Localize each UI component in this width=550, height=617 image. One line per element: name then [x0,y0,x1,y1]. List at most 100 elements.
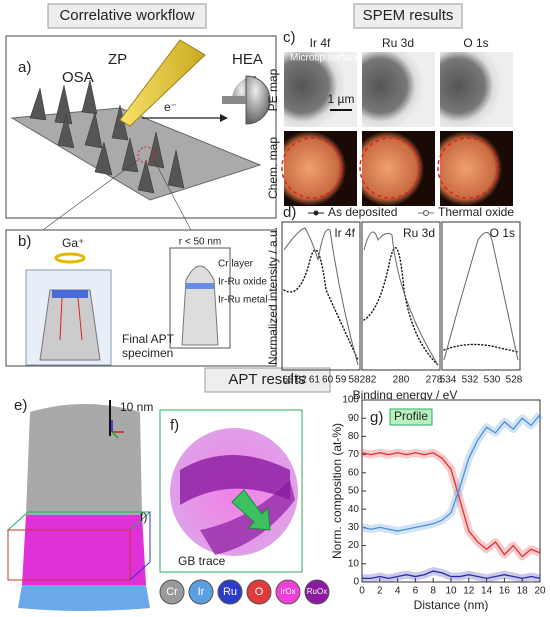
x-tick-label: 6 [413,586,419,597]
spectrum-frame [441,221,521,371]
y-tick-label: 0 [353,577,359,588]
panel-label: f) [170,417,179,434]
x-tick-label: 59 [335,375,347,386]
x-tick-label: 60 [322,375,334,386]
spectrum-curve [363,247,439,366]
legend-label: IrOx [280,587,295,596]
x-tick-label: 63 [282,375,294,386]
label: e⁻ [164,100,177,114]
x-tick-label: 8 [430,586,436,597]
panel-label: c) [283,29,296,46]
panel-label: g) [370,409,383,426]
legend-marker [313,210,319,216]
label: ZP [108,51,127,68]
ion-beam [54,252,86,264]
chem-maps [281,131,513,206]
spectrum-name: O 1s [490,226,515,240]
legend-swatch [159,579,185,605]
y-tick-label: 40 [348,504,360,515]
y-tick-label: 60 [348,467,360,478]
x-tick-label: 61 [309,375,321,386]
x-tick-label: 10 [445,586,457,597]
reconstruction-cr [26,404,142,515]
series-line [362,570,541,580]
x-tick-label: 280 [393,375,410,386]
x-tick-label: 18 [517,586,529,597]
header-box [204,367,331,393]
y-tick-label: 70 [348,449,360,460]
panel-label: a) [18,59,31,76]
analyzer-lens [222,96,246,104]
spectra: Ir 4f 63 62 61 60 59 58 Ru 3d 282 280 278 O 1s 534 53… [281,221,523,386]
y-tick-label: 30 [348,522,360,533]
header-box [47,3,207,29]
gb-arrow [231,489,271,531]
legend: Cr Ir Ru O IrOx RuOx [159,579,330,605]
ruox-band [200,480,295,555]
series-line [361,452,541,558]
legend-label: Cr [166,586,178,598]
legend-label: Thermal oxide [438,205,514,219]
header-box [353,3,463,29]
axis-label: Binding energy / eV [353,388,458,402]
x-tick-label: 2 [377,586,383,597]
x-tick-label: 12 [463,586,475,597]
label: Ir-Ru metal [218,295,267,306]
legend-label: As deposited [328,205,397,219]
series-line [361,414,541,532]
panel-label: b) [18,233,31,250]
label: HEA [232,51,263,68]
spectrum-frame [361,221,441,371]
legend-swatch [304,579,330,605]
y-tick-label: 100 [342,395,359,406]
x-tick-label: 16 [499,586,511,597]
label: Cr layer [218,259,254,270]
chart: 0 10 20 30 40 50 60 70 80 90 100 0 2 4 6 8 10 12 14 16 18 20 D… [330,395,546,613]
x-tick-label: 278 [426,375,443,386]
x-tick-label: 530 [484,375,501,386]
specimen [39,289,101,361]
x-tick-label: 534 [440,375,457,386]
tip [181,265,219,346]
x-tick-label: 4 [395,586,401,597]
label: specimen [122,346,173,360]
panel-label: d) [283,204,296,221]
slice-box [7,529,131,581]
row-label: Chem. map [266,137,280,199]
oxide-layer [52,290,88,298]
header: Correlative workflow [59,7,194,24]
label: Ir-Ru oxide [218,277,267,288]
label: Ga⁺ [62,236,84,250]
y-tick-label: 90 [348,413,360,424]
column-label: Ru 3d [382,36,414,50]
ruox-band [180,455,290,505]
zoom-line [39,159,139,233]
spectrum-name: Ir 4f [334,226,355,240]
legend-label: Ru [223,586,237,598]
spectrum-curve [283,227,359,366]
x-tick-label: 14 [481,586,493,597]
axis-label: Norm. composition (at-%) [330,423,344,559]
spectrum-name: Ru 3d [403,226,435,240]
x-tick-label: 58 [348,375,360,386]
x-tick-label: 532 [462,375,479,386]
arrow-head [220,114,228,122]
x-tick-label: 0 [359,586,365,597]
beam-trace [59,297,63,341]
x-tick-label: 62 [296,375,308,386]
column-label: O 1s [463,36,488,50]
slice-box [129,561,151,581]
legend-swatch [188,579,214,605]
annotation: Profile [394,409,428,423]
scale-label: 10 nm [120,400,153,414]
pe-maps [284,52,513,127]
microtips [29,79,185,194]
scale-label: 1 µm [328,92,355,106]
zone-plate [119,39,206,127]
header: SPEM results [363,7,454,24]
spectrum-curve [443,343,519,353]
spectrum-curve [283,249,359,361]
legend-swatch [246,579,272,605]
reconstruction-oxide [22,515,146,585]
